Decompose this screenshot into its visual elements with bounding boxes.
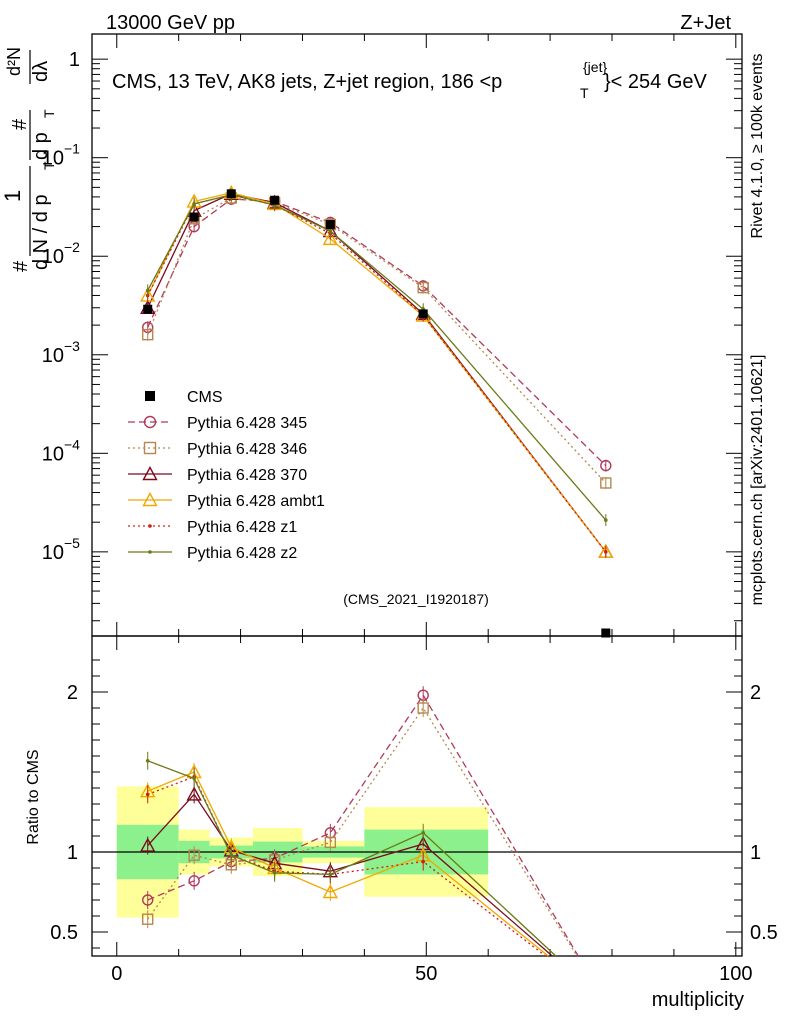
dot-marker bbox=[604, 550, 608, 554]
square-marker bbox=[142, 328, 154, 341]
y-tick-label-base: 10 bbox=[42, 148, 64, 170]
legend-label-p345: Pythia 6.428 345 bbox=[187, 415, 307, 432]
ylabel-t-sub-1: T bbox=[41, 161, 57, 170]
legend-label-p346: Pythia 6.428 346 bbox=[187, 441, 307, 458]
ylabel-dlambda: dλ bbox=[30, 61, 52, 82]
header-process-label: Z+Jet bbox=[680, 12, 731, 34]
square-marker bbox=[188, 849, 200, 861]
dot-marker bbox=[229, 853, 234, 857]
mcplots-label: mcplots.cern.ch [arXiv:2401.10621] bbox=[749, 355, 766, 606]
cms-marker bbox=[145, 391, 155, 401]
y-tick-label-base: 10 bbox=[42, 345, 64, 367]
dot-marker bbox=[272, 871, 277, 875]
ratio-y-tick-label-left: 0.5 bbox=[50, 922, 78, 944]
circle-marker bbox=[142, 894, 154, 906]
plot-title: CMS, 13 TeV, AK8 jets, Z+jet region, 186… bbox=[112, 71, 502, 93]
ylabel-hash-2: # bbox=[9, 118, 31, 130]
legend-label-z2: Pythia 6.428 z2 bbox=[187, 545, 297, 562]
y-tick-label-exp: −5 bbox=[64, 535, 80, 551]
ratio-y-tick-label-right: 0.5 bbox=[750, 922, 778, 944]
cms-marker bbox=[418, 309, 428, 319]
analysis-id-label: (CMS_2021_I1920187) bbox=[343, 591, 489, 607]
ratio-frame bbox=[91, 635, 743, 957]
legend-label-cms: CMS bbox=[187, 389, 223, 406]
plot-title-main: CMS, 13 TeV, AK8 jets, Z+jet region, 186… bbox=[112, 71, 502, 93]
plot-title-end: }< 254 GeV bbox=[604, 71, 708, 93]
dot-marker bbox=[328, 229, 333, 233]
x-tick-label: 100 bbox=[719, 963, 752, 985]
ratio-line-p370 bbox=[147, 793, 553, 957]
plot-title-superscript: {jet} bbox=[583, 59, 607, 75]
triangle-marker bbox=[322, 884, 339, 899]
y-tick-label: 1 bbox=[69, 49, 80, 71]
legend-label-z1: Pythia 6.428 z1 bbox=[187, 519, 297, 536]
triangle-marker bbox=[186, 786, 202, 801]
dot-marker bbox=[145, 288, 150, 293]
dot-marker bbox=[145, 759, 150, 763]
ratio-ylabel: Ratio to CMS bbox=[25, 749, 42, 844]
x-axis-label: multiplicity bbox=[652, 989, 744, 1011]
ylabel-hash-1: # bbox=[10, 260, 32, 272]
dot-marker bbox=[604, 518, 608, 522]
x-tick-label: 50 bbox=[415, 963, 437, 985]
square-marker bbox=[600, 477, 612, 489]
main-ylabel: # 1 d N / d p T # d p T dλ d²N bbox=[0, 47, 57, 272]
cms-marker bbox=[226, 189, 236, 199]
cms-marker bbox=[143, 304, 153, 314]
ratio-plot-series bbox=[140, 686, 579, 957]
triangle-marker bbox=[140, 837, 156, 852]
dot-marker bbox=[192, 202, 196, 206]
dot-marker bbox=[145, 792, 150, 797]
dot-marker bbox=[421, 831, 425, 835]
dot-marker bbox=[148, 524, 152, 528]
rivet-version-label: Rivet 4.1.0, ≥ 100k events bbox=[749, 54, 766, 239]
main-plot-series bbox=[140, 184, 614, 638]
y-tick-label-base: 10 bbox=[42, 246, 64, 268]
cms-marker bbox=[270, 195, 280, 205]
y-tick-label-base: 10 bbox=[42, 443, 64, 465]
triangle-marker bbox=[142, 466, 158, 481]
triangle-marker bbox=[142, 492, 158, 507]
circle-marker bbox=[188, 875, 200, 887]
ratio-y-tick-label-right: 1 bbox=[750, 842, 761, 864]
square-marker bbox=[142, 913, 154, 925]
ylabel-dpt: d p bbox=[30, 132, 52, 160]
ratio-y-tick-label-left: 2 bbox=[67, 682, 78, 704]
square-marker bbox=[324, 836, 337, 849]
ratio-y-tick-label-right: 2 bbox=[750, 682, 761, 704]
y-tick-label-exp: −2 bbox=[64, 239, 80, 255]
legend-label-ambt1: Pythia 6.428 ambt1 bbox=[187, 493, 325, 510]
dot-marker bbox=[421, 859, 425, 864]
ylabel-dn-dpt: d N / d p bbox=[30, 194, 52, 270]
dot-marker bbox=[148, 550, 152, 554]
ratio-line-p346 bbox=[147, 706, 578, 957]
triangle-marker bbox=[322, 230, 339, 246]
cms-marker bbox=[325, 219, 335, 229]
circle-marker bbox=[143, 415, 157, 429]
circle-marker bbox=[600, 459, 612, 472]
cms-marker bbox=[189, 212, 199, 222]
legend-label-p370: Pythia 6.428 370 bbox=[187, 467, 307, 484]
ylabel-one: 1 bbox=[0, 190, 25, 202]
square-marker bbox=[417, 702, 429, 714]
y-tick-label-base: 10 bbox=[42, 542, 64, 564]
ylabel-t-sub-2: T bbox=[41, 109, 57, 118]
y-tick-label-exp: −3 bbox=[64, 338, 80, 354]
header-energy-label: 13000 GeV pp bbox=[106, 12, 235, 34]
ratio-y-tick-label-left: 1 bbox=[67, 842, 78, 864]
square-marker bbox=[417, 281, 429, 294]
x-tick-label: 0 bbox=[111, 963, 122, 985]
cms-marker bbox=[601, 628, 611, 638]
y-tick-label-exp: −1 bbox=[64, 141, 80, 157]
ylabel-d2n: d²N bbox=[4, 47, 24, 76]
plot-title-subscript: T bbox=[580, 85, 589, 101]
legend: CMS Pythia 6.428 345 Pythia 6.428 346 Pythi… bbox=[128, 389, 325, 562]
square-marker bbox=[143, 441, 157, 455]
y-tick-label-exp: −4 bbox=[64, 436, 80, 452]
dot-marker bbox=[192, 776, 196, 781]
dot-marker bbox=[328, 872, 333, 877]
ratio-plot-axes: 0 50 100 0.5 0.5 1 1 2 2 bbox=[50, 34, 778, 985]
